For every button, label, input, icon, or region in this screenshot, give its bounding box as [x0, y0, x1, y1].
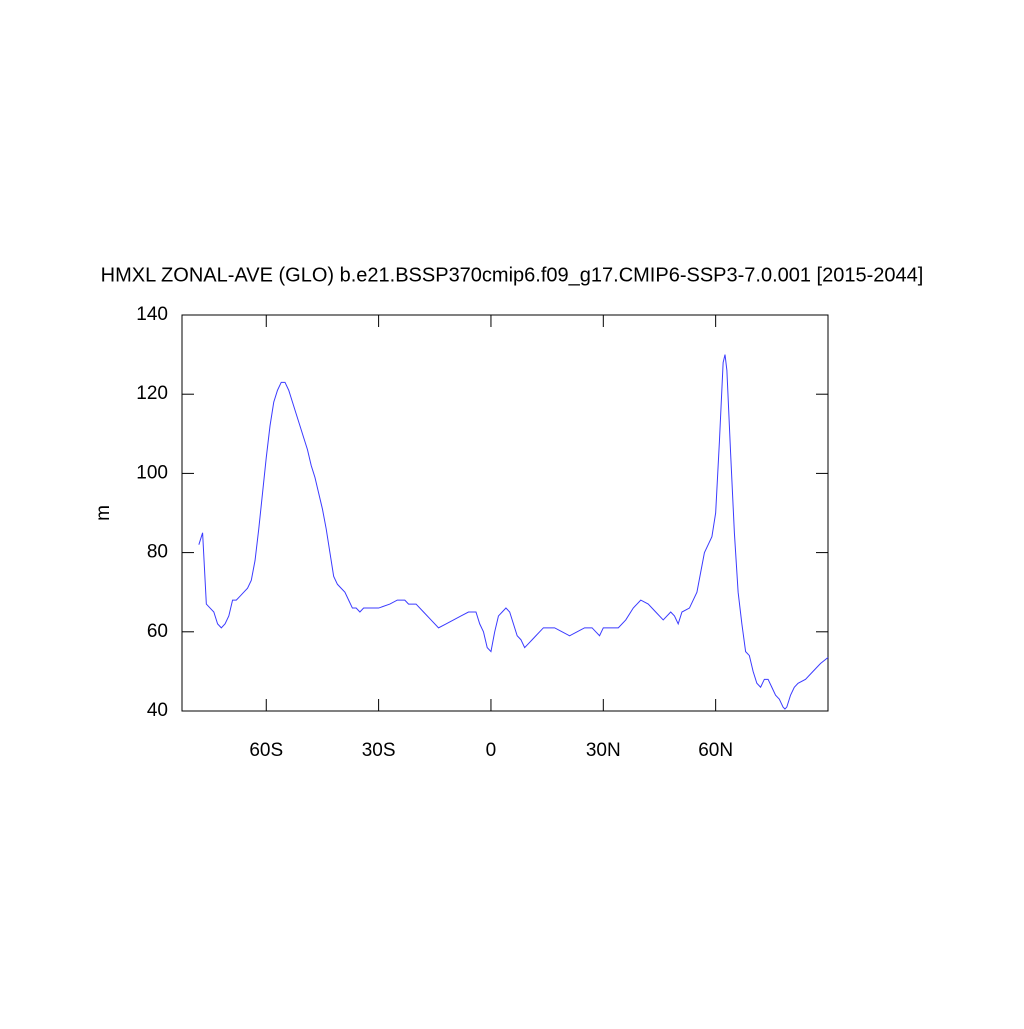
plot-frame: [181, 314, 829, 712]
y-tick-label: 40: [147, 700, 168, 721]
y-tick-label: 60: [147, 621, 168, 642]
y-axis-label: m: [93, 505, 114, 521]
x-tick-label: 60N: [698, 740, 733, 761]
y-tick-label: 140: [136, 304, 168, 325]
y-tick-label: 80: [147, 542, 168, 563]
data-line: [198, 354, 829, 710]
y-tick-label: 100: [136, 462, 168, 483]
chart-title: HMXL ZONAL-AVE (GLO) b.e21.BSSP370cmip6.…: [101, 264, 924, 286]
x-tick-label: 0: [486, 740, 497, 761]
x-tick-label: 30N: [586, 740, 621, 761]
x-tick-label: 30S: [362, 740, 396, 761]
y-tick-label: 120: [136, 383, 168, 404]
x-tick-label: 60S: [249, 740, 283, 761]
